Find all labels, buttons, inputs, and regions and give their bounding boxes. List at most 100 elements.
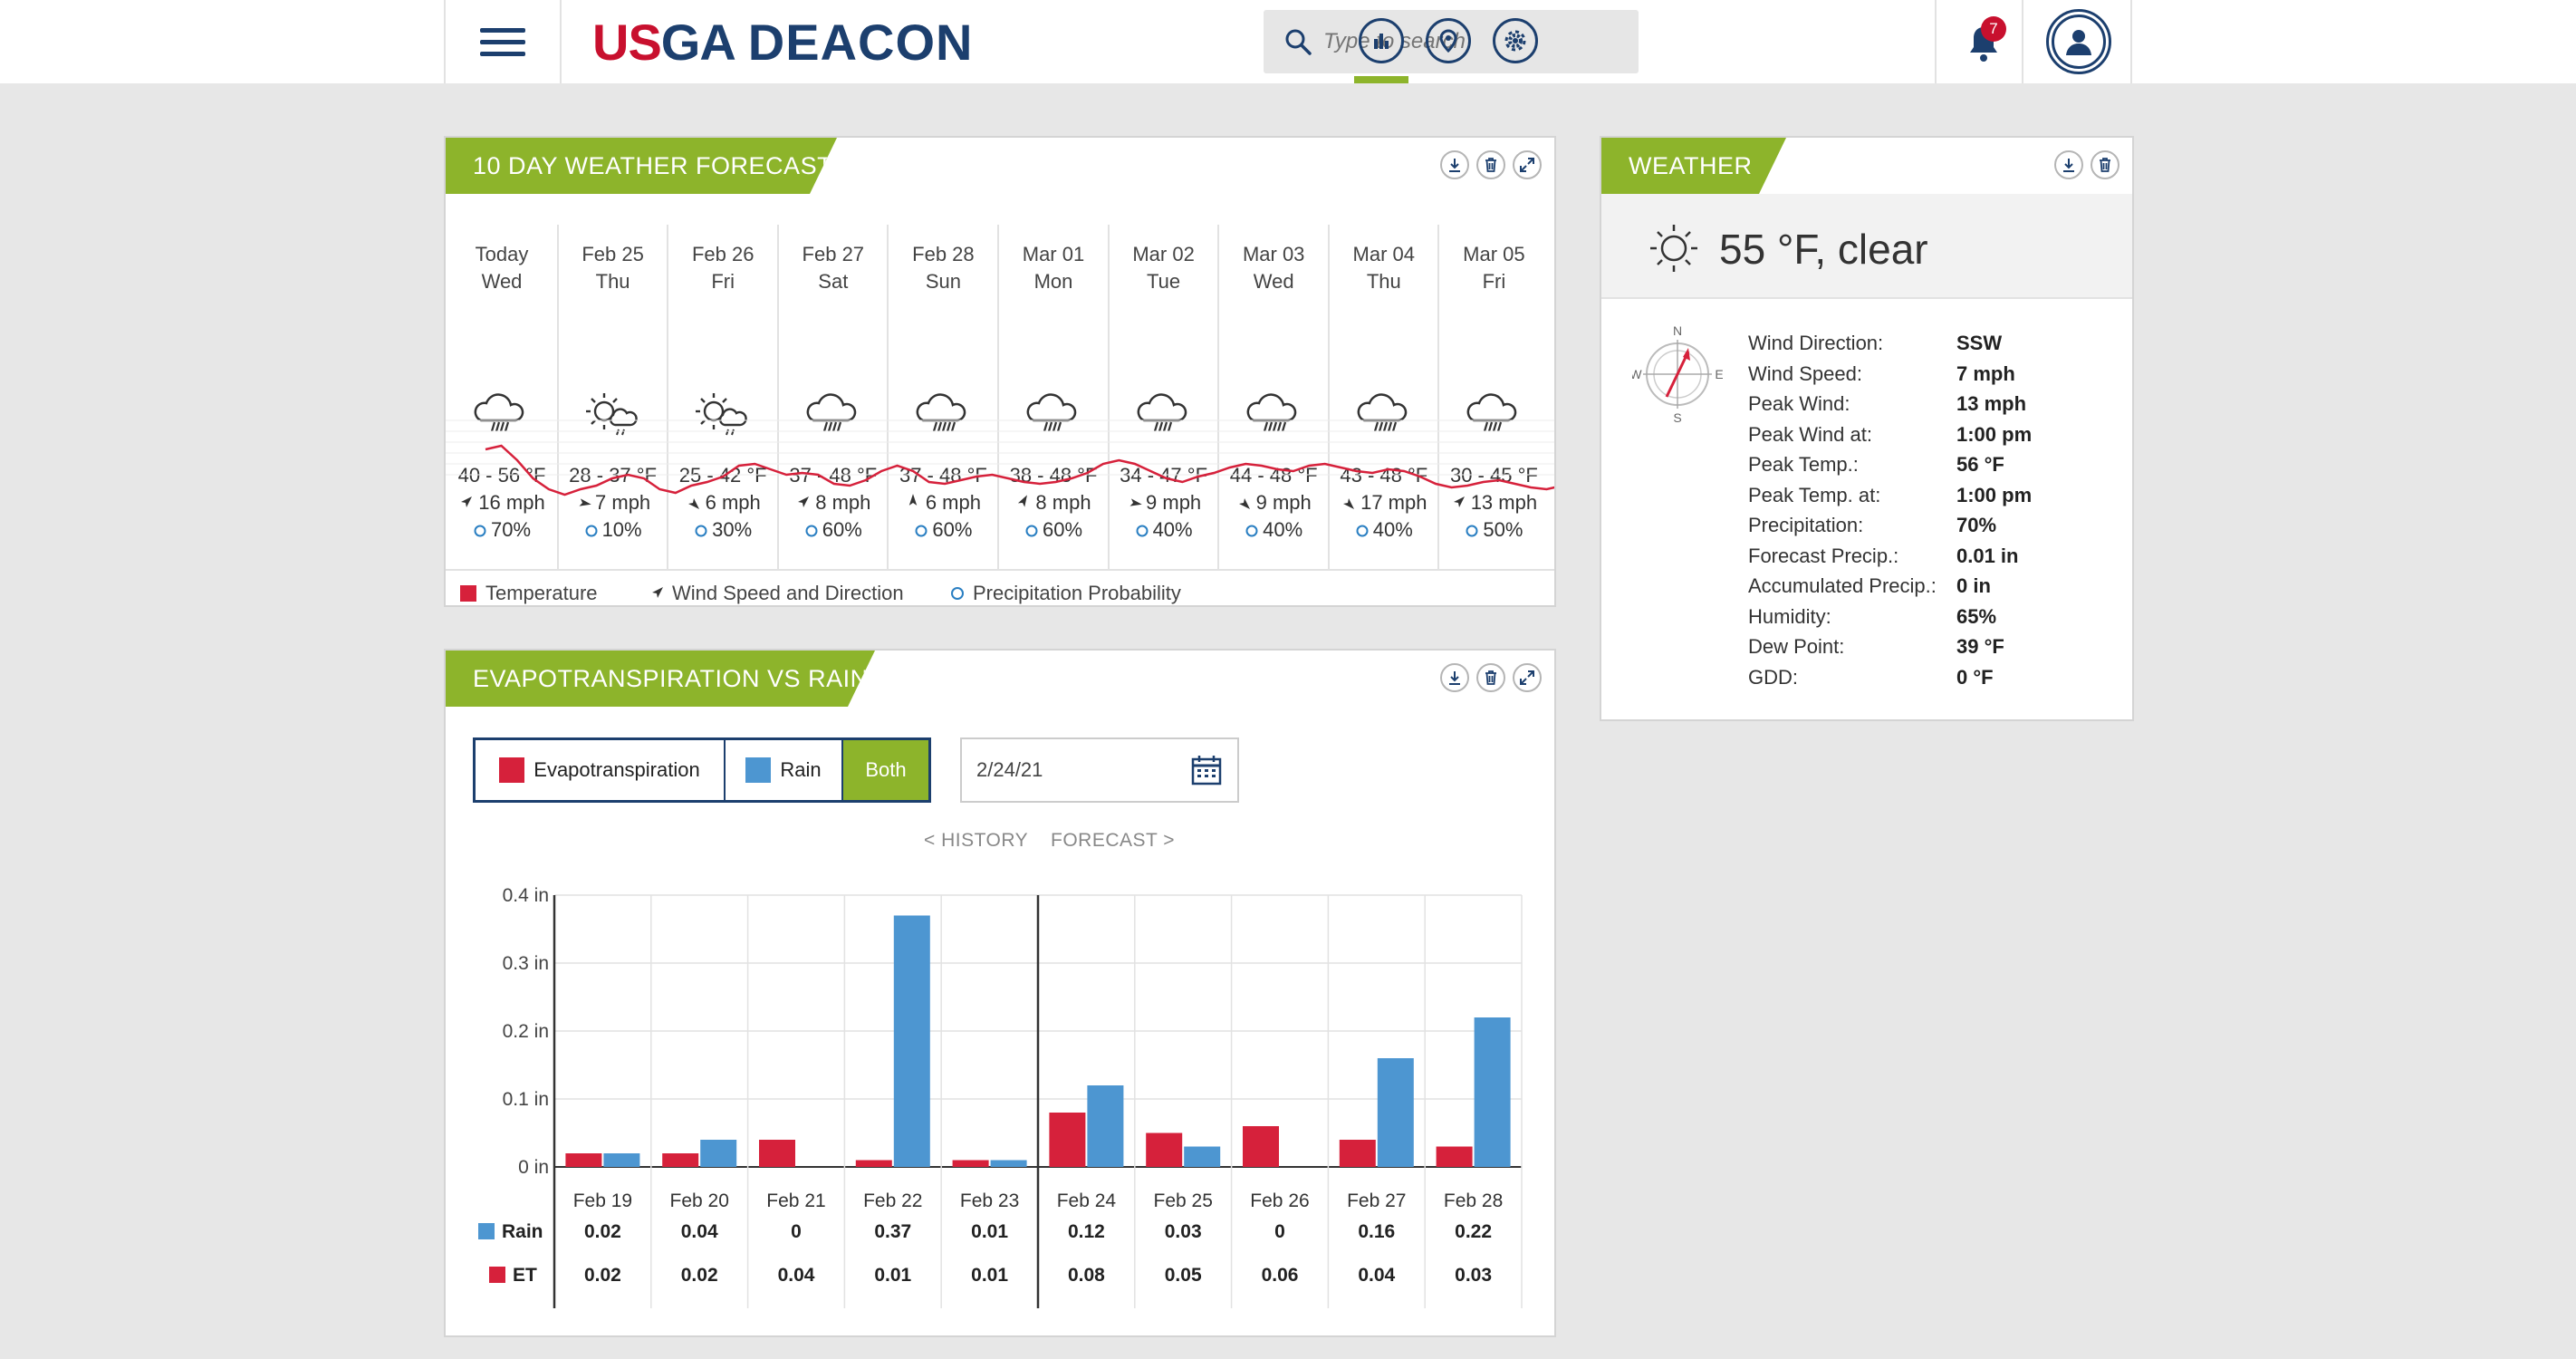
detail-value: 65% — [1956, 604, 1997, 628]
et-swatch — [499, 757, 525, 783]
detail-label: Peak Temp.: — [1748, 453, 1859, 476]
rain-bar — [700, 1140, 737, 1167]
rain-value-label: 0.16 — [1358, 1221, 1395, 1242]
map-nav-button[interactable] — [1426, 18, 1471, 63]
rain-row-swatch — [478, 1223, 495, 1239]
download-button[interactable] — [2054, 150, 2083, 179]
et-value-label: 0.05 — [1165, 1265, 1202, 1286]
forecast-wind: 6 mph — [668, 491, 777, 515]
dashboard-nav-button[interactable] — [1359, 18, 1404, 63]
forecast-weekday: Mon — [1033, 270, 1073, 293]
forecast-day[interactable]: Mar 05 Fri 30 - 45 °F 13 mph 50% — [1437, 225, 1548, 569]
et-bar — [855, 1160, 892, 1167]
detail-value: 1:00 pm — [1956, 483, 2033, 506]
wind-arrow-icon — [908, 494, 918, 506]
rain-value-label: 0.02 — [584, 1221, 621, 1242]
user-avatar-button[interactable] — [2046, 9, 2111, 74]
search-icon — [1285, 29, 1312, 55]
toggle-both-button[interactable]: Both — [843, 740, 928, 800]
forecast-weather-icon — [1023, 388, 1082, 448]
et-value-label: 0.01 — [971, 1265, 1008, 1286]
calendar-icon[interactable] — [1190, 754, 1223, 786]
x-tick-label: Feb 27 — [1347, 1190, 1406, 1211]
et-panel-actions — [1440, 663, 1542, 692]
et-vs-rain-panel: EVAPOTRANSPIRATION VS RAIN Evapotranspir… — [444, 649, 1556, 1337]
partly-sunny-icon — [585, 393, 638, 436]
sun-icon — [1650, 225, 1697, 272]
settings-nav-button[interactable] — [1493, 18, 1538, 63]
wind-arrow-icon — [1238, 498, 1250, 509]
detail-label: Wind Speed: — [1748, 361, 1862, 385]
menu-button[interactable] — [446, 0, 562, 83]
forecast-weather-icon — [1133, 388, 1193, 448]
weather-panel-title: WEATHER — [1601, 138, 1786, 194]
forecast-precip: 60% — [999, 518, 1108, 542]
delete-button[interactable] — [1476, 663, 1505, 692]
et-value-label: 0.02 — [584, 1265, 621, 1286]
trash-icon — [1485, 158, 1496, 172]
toggle-rain-button[interactable]: Rain — [726, 740, 843, 800]
bar-chart-icon — [1374, 34, 1389, 49]
expand-button[interactable] — [1513, 150, 1542, 179]
et-bar — [952, 1160, 989, 1167]
download-icon — [2063, 159, 2074, 172]
history-label[interactable]: < HISTORY — [924, 830, 1029, 851]
y-tick-label: 0.2 in — [503, 1021, 549, 1042]
rain-row-label: Rain — [502, 1221, 543, 1242]
forecast-precip: 60% — [779, 518, 888, 542]
forecast-weekday: Thu — [1366, 270, 1401, 293]
y-tick-label: 0.1 in — [503, 1089, 549, 1110]
expand-button[interactable] — [1513, 663, 1542, 692]
detail-value: SSW — [1956, 332, 2003, 354]
precip-ring-icon — [951, 587, 964, 600]
rain-bar — [990, 1160, 1027, 1167]
detail-value: 0 in — [1956, 574, 1991, 597]
et-value-label: 0.06 — [1262, 1265, 1299, 1286]
rain-bar — [1474, 1017, 1511, 1167]
app-logo[interactable]: US GA DEACON — [592, 13, 974, 71]
detail-value: 0 °F — [1956, 665, 1994, 689]
forecast-weekday: Fri — [1482, 270, 1506, 293]
wind-arrow-icon — [1343, 498, 1355, 509]
rain-value-label: 0.04 — [681, 1221, 718, 1242]
et-bar — [565, 1153, 602, 1167]
forecast-label[interactable]: FORECAST > — [1051, 830, 1176, 851]
rain-bar — [893, 915, 930, 1167]
download-button[interactable] — [1440, 150, 1469, 179]
wind-arrow-icon — [461, 496, 473, 507]
forecast-precip: 40% — [1110, 518, 1218, 542]
delete-button[interactable] — [2091, 150, 2119, 179]
forecast-weekday: Wed — [1253, 270, 1294, 293]
forecast-date: Mar 02 — [1132, 243, 1195, 265]
forecast-weekday: Fri — [711, 270, 735, 293]
toggle-et-button[interactable]: Evapotranspiration — [476, 740, 726, 800]
detail-label: Wind Direction: — [1748, 332, 1884, 354]
forecast-date: Feb 25 — [582, 243, 644, 265]
forecast-precip: 10% — [559, 518, 668, 542]
precip-ring-icon — [915, 525, 928, 537]
series-toggle: Evapotranspiration Rain Both — [473, 737, 931, 803]
detail-value: 0.01 in — [1956, 544, 2019, 567]
download-button[interactable] — [1440, 663, 1469, 692]
y-tick-label: 0 in — [518, 1157, 549, 1178]
detail-label: Peak Temp. at: — [1748, 483, 1881, 506]
forecast-date: Mar 01 — [1022, 243, 1085, 265]
y-tick-label: 0.3 in — [503, 953, 549, 974]
wind-arrow-icon — [652, 587, 663, 598]
detail-value: 39 °F — [1956, 635, 2004, 658]
forecast-day[interactable]: Mar 01 Mon 38 - 48 °F 8 mph 60% — [997, 225, 1108, 569]
x-tick-label: Feb 22 — [863, 1190, 922, 1211]
rain-bar — [1087, 1085, 1124, 1167]
et-bar — [1436, 1146, 1473, 1167]
forecast-day[interactable]: Feb 26 Fri 25 - 42 °F 6 mph 30% — [667, 225, 777, 569]
forecast-weekday: Sat — [818, 270, 849, 293]
precip-ring-icon — [805, 525, 818, 537]
et-value-label: 0.08 — [1068, 1265, 1105, 1286]
date-picker[interactable]: 2/24/21 — [960, 737, 1239, 803]
forecast-day[interactable]: Mar 04 Thu 43 - 48 °F 17 mph 40% — [1327, 225, 1438, 569]
forecast-wind: 17 mph — [1330, 491, 1438, 515]
detail-label: Humidity: — [1748, 604, 1831, 628]
wind-arrow-icon — [1129, 498, 1142, 506]
delete-button[interactable] — [1476, 150, 1505, 179]
rain-cloud-icon — [1246, 393, 1297, 432]
